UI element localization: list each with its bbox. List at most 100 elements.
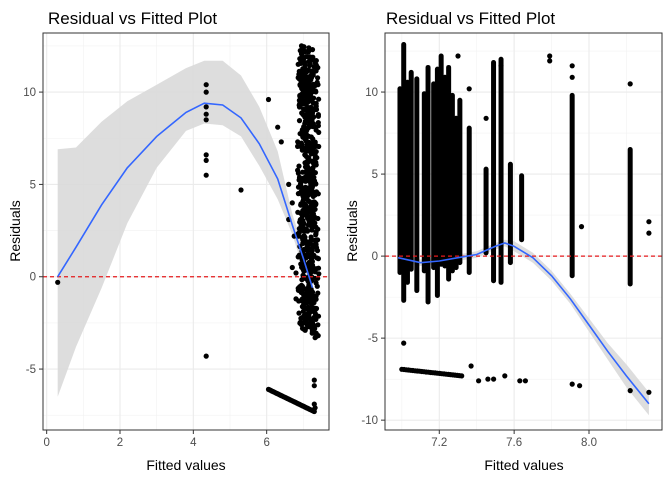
data-point: [203, 117, 209, 123]
data-point: [316, 96, 322, 102]
data-point: [309, 47, 316, 53]
data-point: [311, 95, 317, 101]
panel-left-x-tick-label: 4: [190, 437, 197, 449]
data-point: [315, 75, 321, 81]
data-point: [315, 215, 321, 222]
data-point: [299, 277, 305, 283]
data-point: [203, 82, 209, 88]
data-point: [307, 61, 313, 68]
panel-left-x-tick-label: 6: [263, 437, 269, 449]
data-point: [309, 84, 315, 90]
data-point: [298, 184, 304, 190]
data-point: [299, 264, 305, 270]
data-point: [306, 98, 312, 104]
data-point: [502, 373, 508, 379]
panel-right-border: [384, 32, 663, 431]
data-point: [310, 201, 316, 208]
data-point: [303, 131, 309, 137]
data-point: [309, 142, 315, 148]
panel-right-lines: [385, 242, 662, 405]
data-point: [302, 317, 308, 323]
panel-left-y-axis-label: Residuals: [7, 200, 23, 261]
panel-left-confidence-band: [57, 60, 313, 397]
data-point: [466, 86, 472, 92]
panel-left-lines: [43, 102, 329, 289]
data-point: [312, 311, 318, 317]
data-point: [309, 262, 316, 268]
data-point: [577, 383, 583, 389]
data-point: [303, 93, 309, 99]
panel-right-points: [397, 41, 652, 395]
data-point: [314, 248, 321, 254]
data-point: [313, 305, 320, 312]
data-point: [306, 155, 312, 161]
data-point: [55, 279, 61, 285]
data-point: [302, 234, 308, 240]
panel-left-y-tick-label: 5: [30, 179, 36, 191]
data-point: [309, 220, 316, 226]
data-point: [203, 89, 209, 95]
panel-left-y-tick-label: 0: [30, 272, 36, 284]
data-point: [522, 378, 529, 384]
panel-right-x-tick-label: 7.6: [506, 437, 522, 449]
data-point: [646, 219, 652, 225]
data-point: [301, 197, 307, 203]
data-point: [302, 327, 308, 333]
panel-right-y-tick-label: 0: [372, 251, 378, 263]
data-point: [569, 63, 575, 69]
data-point: [303, 202, 309, 209]
data-point: [315, 120, 321, 126]
data-point: [315, 290, 321, 296]
data-point: [312, 237, 318, 243]
data-point: [483, 115, 489, 121]
data-point: [476, 378, 482, 384]
data-point: [315, 65, 321, 71]
data-point: [298, 222, 304, 228]
panel-right-y-axis-label: Residuals: [344, 200, 360, 261]
panel-right-y-tick-label: 10: [365, 87, 378, 99]
data-point: [302, 228, 308, 234]
data-point: [309, 247, 315, 253]
data-point: [300, 169, 306, 175]
data-point: [311, 178, 318, 184]
data-point: [296, 190, 302, 196]
data-point: [296, 163, 302, 169]
data-point: [313, 103, 319, 109]
data-point: [311, 408, 317, 415]
data-point: [310, 121, 316, 127]
data-point: [309, 227, 315, 233]
data-point: [300, 217, 306, 223]
panel-left-smooth-line: [57, 102, 314, 289]
data-point: [313, 189, 320, 195]
data-point: [313, 296, 319, 302]
data-point: [293, 270, 299, 276]
data-point: [308, 190, 314, 197]
data-point: [308, 134, 314, 140]
panel-right-ticks: 7.2 7.6 8.0 -10 -5 0 5 10: [361, 87, 597, 449]
data-point: [455, 53, 461, 59]
data-point: [310, 107, 316, 113]
data-point: [312, 206, 318, 212]
data-point: [312, 335, 318, 341]
data-point: [301, 55, 307, 61]
data-point: [627, 388, 633, 394]
data-point: [306, 112, 312, 118]
data-point: [517, 378, 523, 384]
data-point: [265, 96, 272, 103]
panel-left-confidence-band-area: [57, 60, 313, 397]
data-point: [316, 143, 322, 150]
data-point: [296, 298, 302, 304]
data-point: [547, 53, 553, 59]
data-point: [203, 353, 209, 359]
data-point: [295, 231, 301, 237]
data-point: [299, 96, 305, 102]
data-point: [313, 162, 319, 168]
data-point: [306, 310, 312, 316]
data-point: [308, 166, 314, 172]
data-point: [315, 322, 321, 328]
data-point: [295, 209, 301, 215]
data-point: [311, 377, 317, 383]
data-point: [311, 383, 317, 389]
data-point: [296, 118, 303, 124]
